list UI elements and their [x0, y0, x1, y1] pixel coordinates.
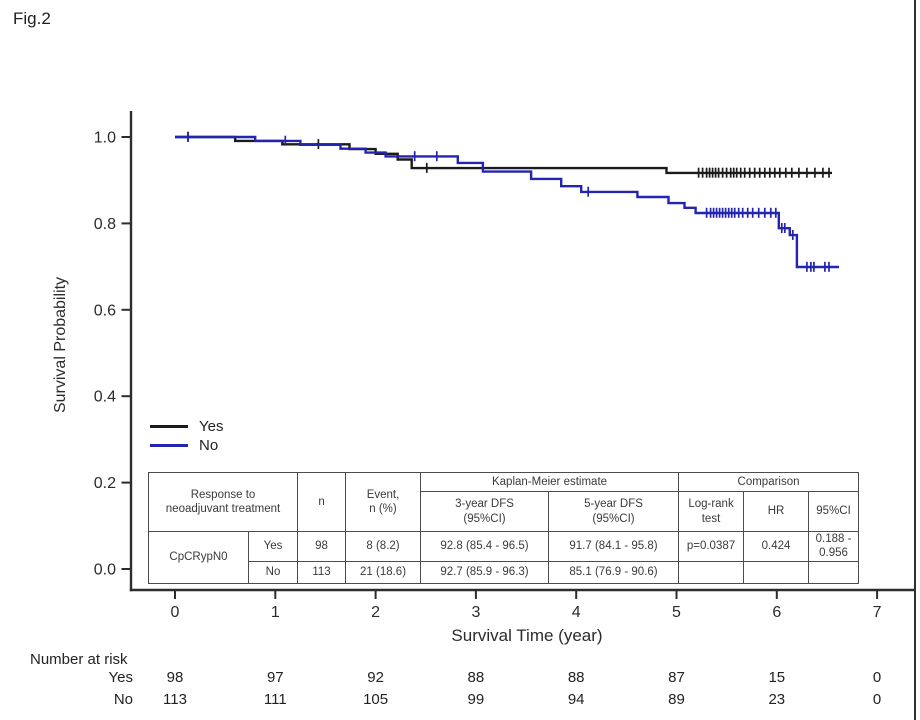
x-tick-label: 1 — [271, 604, 280, 621]
risk-count-yes-2: 92 — [367, 669, 384, 686]
cell-logrank: p=0.0387 — [678, 531, 745, 562]
risk-count-no-4: 94 — [567, 691, 585, 708]
image-right-border — [914, 0, 916, 720]
x-tick-label: 0 — [171, 604, 180, 621]
cell-n: 98 — [297, 531, 347, 562]
cell-5yr-dfs: 85.1 (76.9 - 90.6) — [548, 560, 680, 584]
header-ci: 95%CI — [808, 491, 860, 532]
cell-group: CpCRypN0 — [148, 531, 249, 584]
risk-count-yes-5: 87 — [668, 669, 685, 686]
cell-event: 21 (18.6) — [345, 560, 422, 584]
survival-curve-no — [175, 135, 839, 269]
y-axis-title: Survival Probability — [52, 276, 69, 414]
legend-swatch-yes — [150, 424, 188, 429]
y-tick-label: 1.0 — [94, 130, 116, 147]
x-tick-label: 4 — [572, 604, 581, 621]
x-tick-label: 2 — [371, 604, 380, 621]
risk-count-no-6: 23 — [768, 691, 786, 708]
cell-event: 8 (8.2) — [345, 531, 422, 562]
risk-count-yes-3: 88 — [467, 669, 485, 686]
header-response: Response to neoadjuvant treatment — [147, 472, 299, 532]
table-row: No 113 21 (18.6) 92.7 (85.9 - 96.3) 85.1… — [149, 560, 860, 584]
risk-count-yes-7: 0 — [872, 669, 882, 686]
cell-arm: No — [247, 560, 299, 584]
risk-count-no-2: 105 — [363, 691, 389, 708]
legend-label-no: No — [199, 437, 219, 454]
y-tick-label: 0.6 — [94, 302, 116, 319]
legend-item-yes: Yes — [150, 417, 223, 436]
x-axis-title: Survival Time (year) — [451, 626, 603, 645]
risk-count-yes-4: 88 — [567, 669, 585, 686]
y-tick-label: 0.2 — [94, 475, 116, 492]
risk-count-no-7: 0 — [872, 691, 882, 708]
cell-arm: Yes — [247, 531, 299, 562]
cell-ci — [808, 560, 860, 584]
risk-count-yes-6: 15 — [768, 669, 786, 686]
y-tick-label: 0.8 — [94, 216, 116, 233]
cell-logrank — [678, 560, 745, 584]
table-row: CpCRypN0 Yes 98 8 (8.2) 92.8 (85.4 - 96.… — [148, 531, 860, 584]
header-hr: HR — [743, 491, 810, 532]
header-n: n — [297, 472, 347, 532]
header-comparison: Comparison — [678, 472, 860, 492]
legend-item-no: No — [150, 436, 223, 455]
legend-label-yes: Yes — [199, 418, 224, 435]
cell-hr: 0.424 — [743, 531, 810, 562]
header-5yr-dfs: 5-year DFS (95%CI) — [548, 491, 680, 532]
cell-3yr-dfs: 92.8 (85.4 - 96.5) — [420, 531, 550, 562]
survival-curve-yes — [175, 135, 832, 175]
legend: Yes No — [150, 417, 223, 455]
header-logrank: Log-rank test — [678, 491, 745, 532]
x-tick-label: 6 — [772, 604, 781, 621]
censor-marks-yes — [187, 131, 830, 178]
cell-3yr-dfs: 92.7 (85.9 - 96.3) — [420, 560, 550, 584]
risk-count-no-1: 111 — [263, 691, 287, 708]
risk-count-no-0: 113 — [163, 691, 187, 708]
censor-marks-no — [187, 131, 830, 272]
cell-5yr-dfs: 91.7 (84.1 - 95.8) — [548, 531, 680, 562]
y-tick-label: 0.4 — [94, 389, 116, 406]
stats-table: Response to neoadjuvant treatment n Even… — [147, 472, 860, 584]
cell-hr — [743, 560, 810, 584]
cell-ci: 0.188 - 0.956 — [808, 531, 860, 562]
x-tick-label: 5 — [672, 604, 681, 621]
risk-row-label-no: No — [113, 691, 133, 708]
figure-label: Fig.2 — [13, 9, 51, 28]
header-event: Event, n (%) — [345, 472, 422, 532]
x-tick-label: 7 — [873, 604, 882, 621]
y-tick-label: 0.0 — [94, 562, 116, 579]
header-km: Kaplan-Meier estimate — [420, 472, 680, 492]
legend-swatch-no — [150, 443, 188, 448]
risk-row-label-yes: Yes — [108, 669, 133, 686]
header-3yr-dfs: 3-year DFS (95%CI) — [420, 491, 550, 532]
risk-count-no-5: 89 — [668, 691, 685, 708]
risk-table-title: Number at risk — [30, 651, 128, 668]
risk-count-no-3: 99 — [467, 691, 485, 708]
risk-count-yes-0: 98 — [166, 669, 184, 686]
cell-n: 113 — [297, 560, 347, 584]
risk-count-yes-1: 97 — [266, 669, 284, 686]
x-tick-label: 3 — [471, 604, 480, 621]
